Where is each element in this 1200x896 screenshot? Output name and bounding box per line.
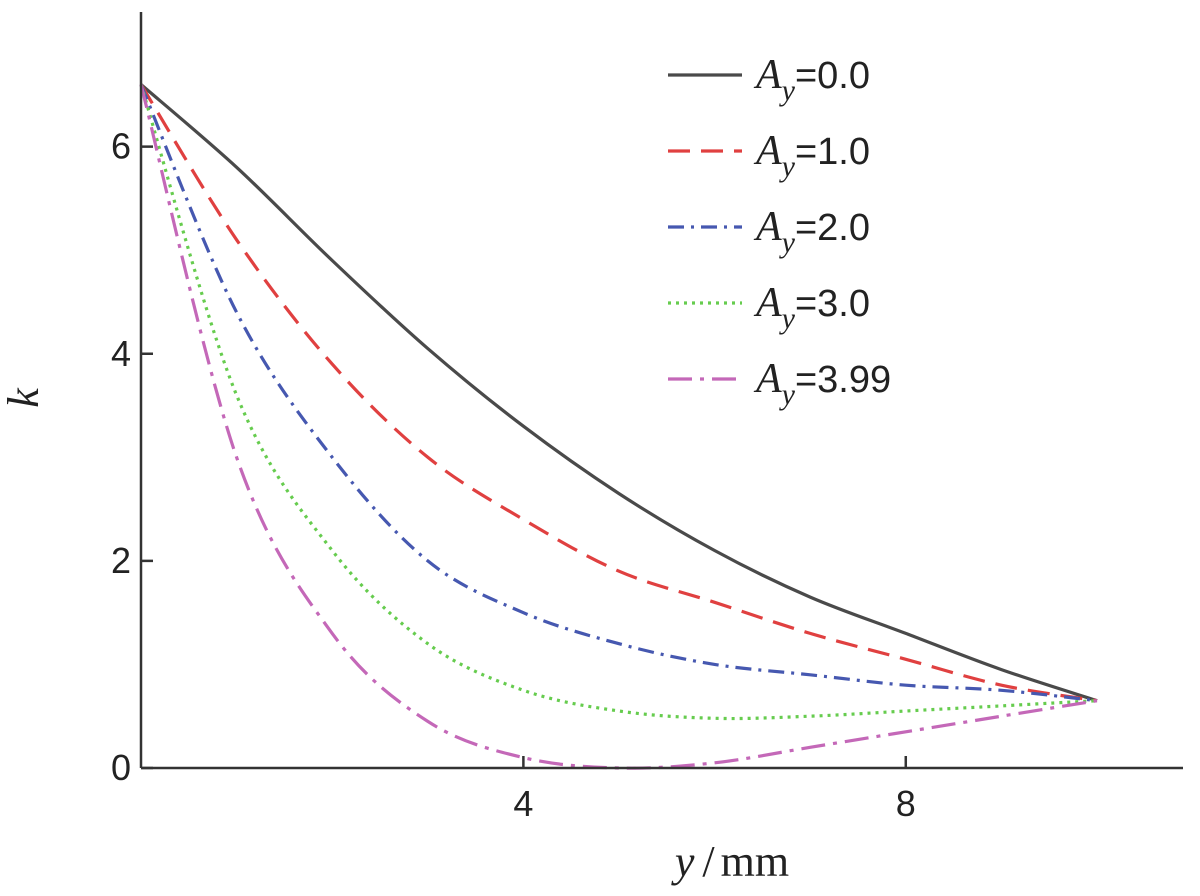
- series-line: [139, 83, 1098, 703]
- x-axis-label-unit: mm: [721, 837, 789, 886]
- legend: Ay=0.0 Ay=1.0 Ay=2.0 Ay=3.0 Ay=3.99: [668, 52, 891, 411]
- x-axis-label-variable: y: [671, 837, 695, 886]
- y-tick-label: 0: [111, 747, 131, 788]
- legend-label: Ay=0.0: [753, 52, 870, 107]
- x-axis-label: y / mm: [671, 837, 789, 886]
- series-line: [139, 83, 1098, 703]
- y-tick-label: 4: [111, 333, 131, 374]
- x-tick-label: 8: [896, 783, 916, 824]
- legend-label: Ay=2.0: [753, 204, 870, 259]
- legend-label: Ay=1.0: [753, 128, 870, 183]
- y-tick-label: 6: [111, 126, 131, 167]
- series-line: [139, 83, 1098, 703]
- legend-label: Ay=3.99: [753, 356, 891, 411]
- legend-label: Ay=3.0: [753, 280, 870, 335]
- axis-ticks: 0 2 4 6 4 8: [111, 126, 916, 824]
- series-lines: [139, 83, 1098, 770]
- series-line: [139, 84, 1098, 721]
- x-axis-label-slash: /: [702, 837, 715, 886]
- y-axis-label: k: [0, 387, 48, 408]
- y-tick-label: 2: [111, 540, 131, 581]
- x-tick-label: 4: [513, 783, 533, 824]
- series-line: [139, 84, 1098, 770]
